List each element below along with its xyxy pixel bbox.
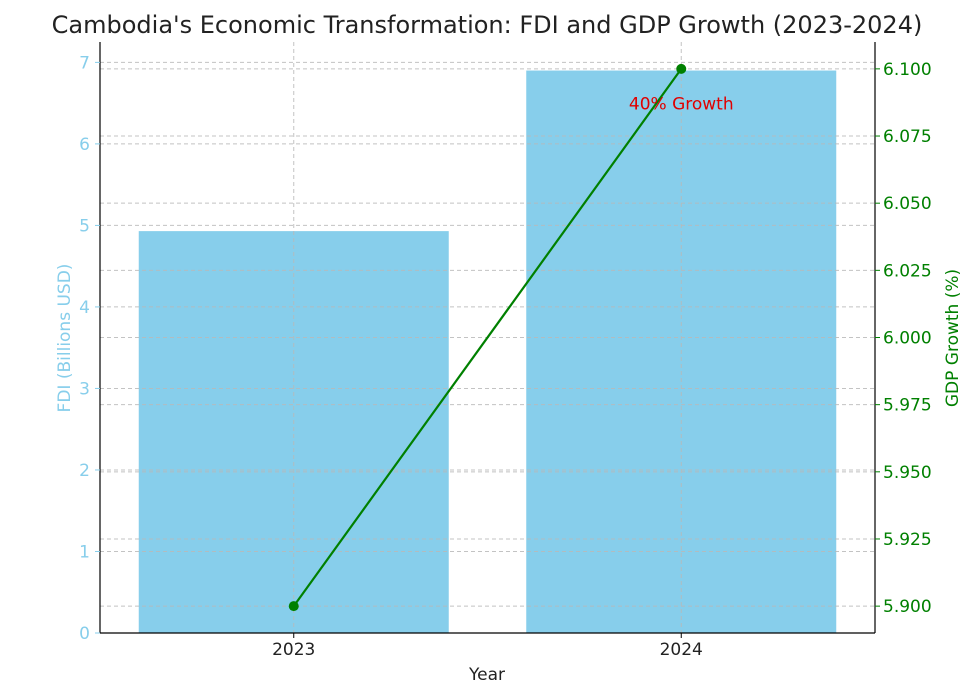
left-tick-label: 7 bbox=[79, 53, 90, 73]
grid bbox=[100, 42, 875, 634]
gdp-point-2024 bbox=[676, 63, 687, 74]
right-tick-label: 6.100 bbox=[883, 60, 932, 80]
gdp-line-path bbox=[292, 68, 683, 607]
x-tick-label: 2024 bbox=[660, 640, 703, 660]
left-tick-label: 3 bbox=[79, 379, 90, 399]
right-tick-label: 5.975 bbox=[883, 396, 932, 416]
right-tick-label: 6.050 bbox=[883, 194, 932, 214]
growth-annotation: 40% Growth bbox=[629, 95, 734, 115]
x-axis-label: Year bbox=[468, 665, 505, 685]
right-axis-label: GDP Growth (%) bbox=[943, 269, 963, 407]
left-tick-label: 0 bbox=[79, 624, 90, 644]
right-tick-label: 6.000 bbox=[883, 329, 932, 349]
right-axis-ticks: 5.900 5.925 5.950 5.975 6.000 6.025 6.050 6.075… bbox=[875, 60, 932, 617]
fdi-bar-2023 bbox=[138, 231, 449, 633]
bars bbox=[138, 70, 837, 634]
right-tick-label: 6.025 bbox=[883, 261, 932, 281]
right-tick-label: 6.075 bbox=[883, 127, 932, 147]
x-axis-ticks: 2023 2024 bbox=[272, 633, 703, 660]
gdp-line bbox=[288, 63, 687, 612]
left-tick-label: 2 bbox=[79, 461, 90, 481]
left-axis-label: FDI (Billions USD) bbox=[55, 264, 75, 413]
right-tick-label: 5.950 bbox=[883, 463, 932, 483]
left-tick-label: 5 bbox=[79, 216, 90, 236]
left-tick-label: 6 bbox=[79, 135, 90, 155]
gdp-point-2023 bbox=[288, 601, 299, 612]
x-tick-label: 2023 bbox=[272, 640, 315, 660]
chart-title: Cambodia's Economic Transformation: FDI … bbox=[52, 11, 923, 39]
left-axis-ticks: 0 1 2 3 4 5 6 7 bbox=[79, 53, 100, 644]
right-tick-label: 5.900 bbox=[883, 597, 932, 617]
left-tick-label: 1 bbox=[79, 542, 90, 562]
left-tick-label: 4 bbox=[79, 298, 90, 318]
right-tick-label: 5.925 bbox=[883, 530, 932, 550]
